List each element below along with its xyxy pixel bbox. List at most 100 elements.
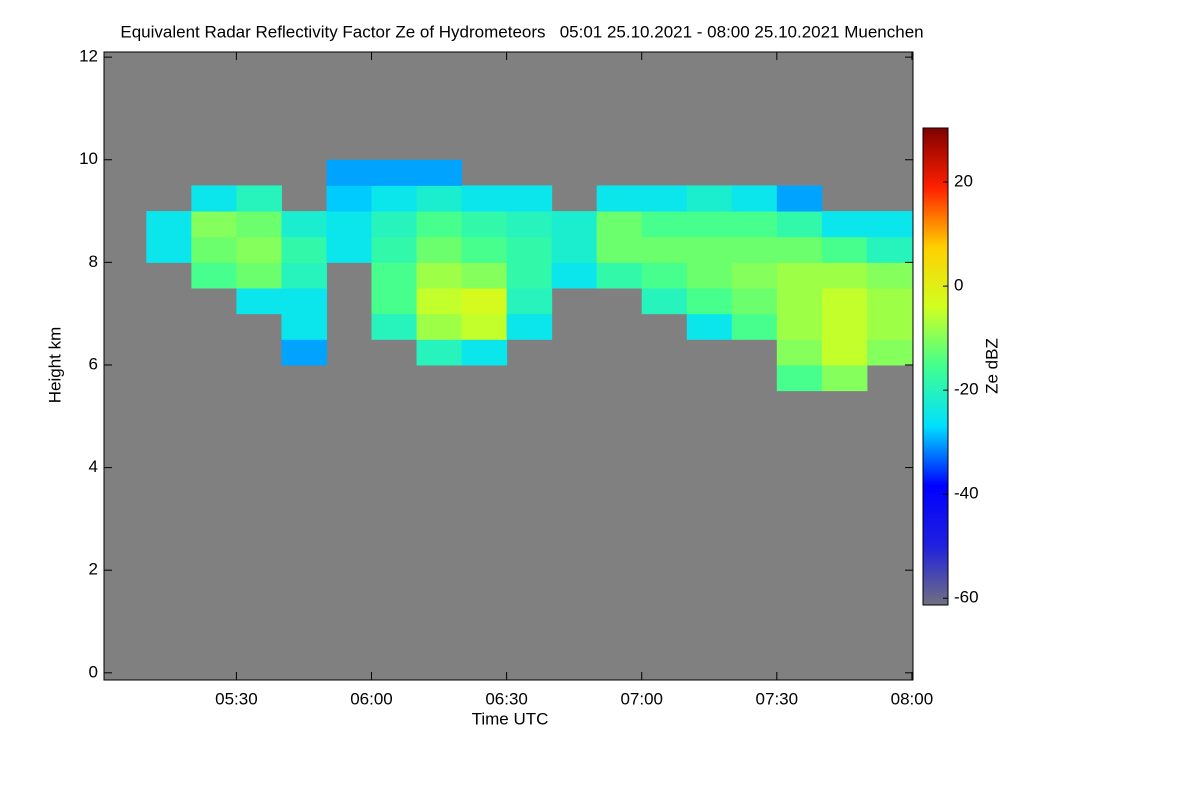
x-tick-label: 08:00 — [891, 689, 934, 708]
heat-cell — [461, 262, 508, 289]
heat-cell — [506, 211, 553, 238]
heat-cell — [326, 159, 373, 186]
heat-cell — [281, 262, 327, 289]
heat-cell — [371, 288, 418, 315]
heat-cell — [551, 236, 598, 263]
y-tick-label: 4 — [89, 457, 98, 476]
heat-cell — [461, 185, 508, 212]
heat-cell — [686, 211, 733, 238]
heat-cell — [551, 262, 598, 289]
heat-cell — [281, 211, 327, 238]
heat-cell — [326, 211, 373, 238]
heat-cell — [506, 313, 553, 340]
heat-cell — [416, 339, 463, 366]
y-axis-label: Height km — [45, 327, 64, 404]
heat-cell — [731, 211, 778, 238]
heat-cell — [191, 211, 237, 238]
x-axis-label: Time UTC — [472, 709, 549, 728]
heat-cell — [776, 236, 823, 263]
y-tick-label: 6 — [89, 354, 98, 373]
heat-cell — [731, 262, 778, 289]
heat-cell — [776, 288, 823, 315]
heat-cell — [641, 236, 688, 263]
heat-cell — [641, 185, 688, 212]
heat-cell — [146, 236, 192, 263]
heat-cell — [461, 313, 508, 340]
heat-cell — [866, 211, 913, 238]
heat-cell — [596, 185, 643, 212]
heat-cell — [731, 288, 778, 315]
heat-cell — [821, 339, 868, 366]
x-tick-label: 05:30 — [215, 689, 258, 708]
heat-cell — [596, 236, 643, 263]
heat-cell — [821, 313, 868, 340]
heat-cell — [866, 288, 913, 315]
heat-cell — [416, 313, 463, 340]
heat-cell — [776, 339, 823, 366]
heat-cell — [371, 185, 418, 212]
heat-cell — [191, 185, 237, 212]
heat-cell — [416, 159, 463, 186]
heat-cell — [641, 262, 688, 289]
heat-cell — [641, 288, 688, 315]
heat-cell — [416, 288, 463, 315]
heat-cell — [371, 236, 418, 263]
heat-cell — [371, 159, 418, 186]
heat-cell — [731, 185, 778, 212]
heat-cell — [416, 211, 463, 238]
heat-cell — [416, 262, 463, 289]
plot-frame — [103, 51, 914, 681]
heat-cell — [416, 185, 463, 212]
heat-cell — [506, 262, 553, 289]
heat-cell — [776, 211, 823, 238]
heat-cell — [461, 339, 508, 366]
heat-cell — [506, 236, 553, 263]
heat-cell — [821, 288, 868, 315]
heat-cell — [776, 364, 823, 392]
heat-cell — [281, 339, 327, 366]
colorbar-tick-label: 20 — [954, 172, 973, 191]
heat-cell — [371, 262, 418, 289]
x-tick-label: 06:00 — [350, 689, 393, 708]
heat-cell — [686, 313, 733, 340]
heat-cell — [371, 313, 418, 340]
y-tick-label: 0 — [89, 662, 98, 681]
heat-cell — [461, 211, 508, 238]
heat-cell — [686, 262, 733, 289]
colorbar-label: Ze dBZ — [982, 338, 1001, 394]
heat-cell — [416, 236, 463, 263]
heat-cell — [236, 211, 282, 238]
y-tick-label: 2 — [89, 560, 98, 579]
heat-cell — [236, 288, 282, 315]
x-tick-label: 07:00 — [620, 689, 663, 708]
colorbar — [922, 127, 949, 606]
heat-cell — [776, 185, 823, 212]
x-tick-label: 07:30 — [756, 689, 799, 708]
heat-cell — [191, 236, 237, 263]
chart-title: Equivalent Radar Reflectivity Factor Ze … — [120, 22, 923, 41]
heat-cell — [236, 185, 282, 212]
heat-cell — [686, 185, 733, 212]
heat-cell — [821, 262, 868, 289]
heat-cell — [281, 313, 327, 340]
heat-cell — [866, 313, 913, 340]
heat-cell — [821, 364, 868, 392]
heat-cell — [641, 211, 688, 238]
heat-cell — [686, 288, 733, 315]
heat-cell — [821, 211, 868, 238]
heat-cell — [776, 262, 823, 289]
heat-cell — [191, 262, 237, 289]
x-tick-label: 06:30 — [485, 689, 528, 708]
heat-cell — [551, 211, 598, 238]
heat-cell — [776, 313, 823, 340]
heat-cell — [236, 236, 282, 263]
heat-cell — [821, 236, 868, 263]
y-tick-label: 8 — [89, 252, 98, 271]
heat-cell — [371, 211, 418, 238]
heat-cell — [281, 236, 327, 263]
heat-cell — [866, 262, 913, 289]
heat-cell — [596, 262, 643, 289]
heat-cell — [506, 288, 553, 315]
heat-cell — [731, 313, 778, 340]
